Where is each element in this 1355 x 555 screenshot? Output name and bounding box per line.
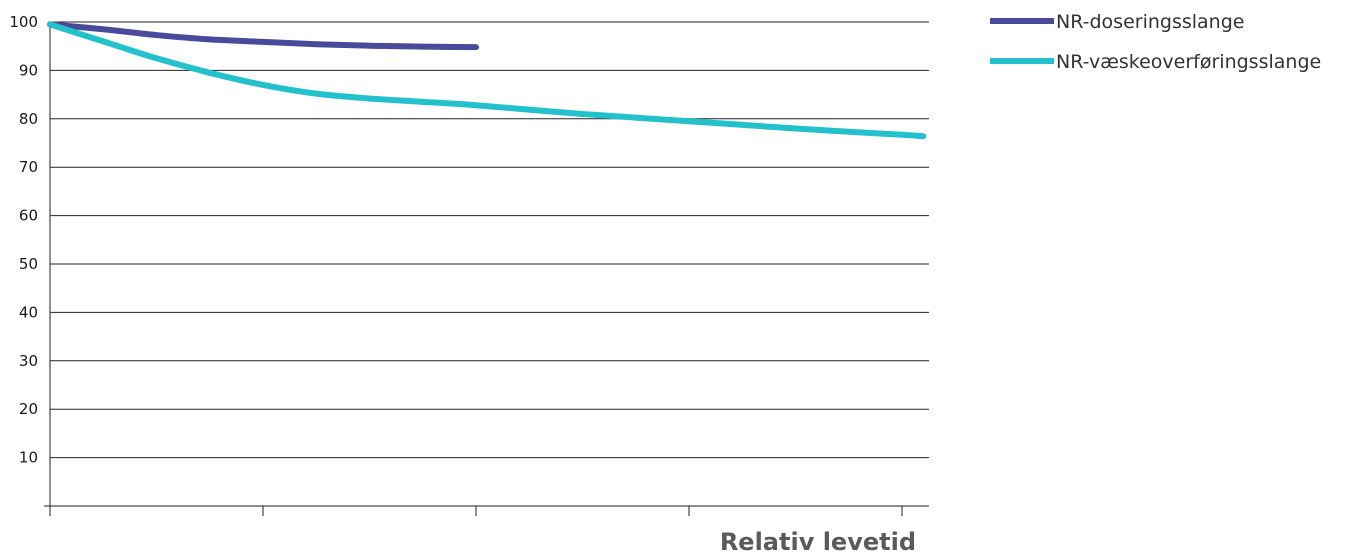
- x-axis-title: Relativ levetid: [720, 528, 916, 555]
- y-tick-label: 100: [9, 13, 38, 31]
- y-tick-label: 90: [19, 61, 38, 79]
- y-tick-label: 30: [19, 352, 38, 370]
- y-tick-label: 50: [19, 255, 38, 273]
- x-axis-ticks: [49, 506, 903, 516]
- gridlines: [50, 21, 929, 459]
- y-axis-ticks: 10 20 30 40 50 60 70 80 90 100: [9, 13, 38, 467]
- y-tick-label: 40: [19, 303, 38, 321]
- y-tick-label: 70: [19, 158, 38, 176]
- y-tick-label: 80: [19, 110, 38, 128]
- y-tick-label: 20: [19, 400, 38, 418]
- legend: NR-doseringsslange NR-væskeoverføringssla…: [990, 11, 1321, 73]
- legend-label-2: NR-væskeoverføringsslange: [1056, 51, 1321, 73]
- series-line-2: [47, 21, 927, 140]
- series-line-1: [47, 21, 479, 51]
- series-lines: [47, 21, 927, 140]
- y-tick-label: 10: [19, 449, 38, 467]
- y-tick-label: 60: [19, 207, 38, 225]
- legend-label-1: NR-doseringsslange: [1056, 11, 1244, 33]
- axes: [44, 22, 929, 507]
